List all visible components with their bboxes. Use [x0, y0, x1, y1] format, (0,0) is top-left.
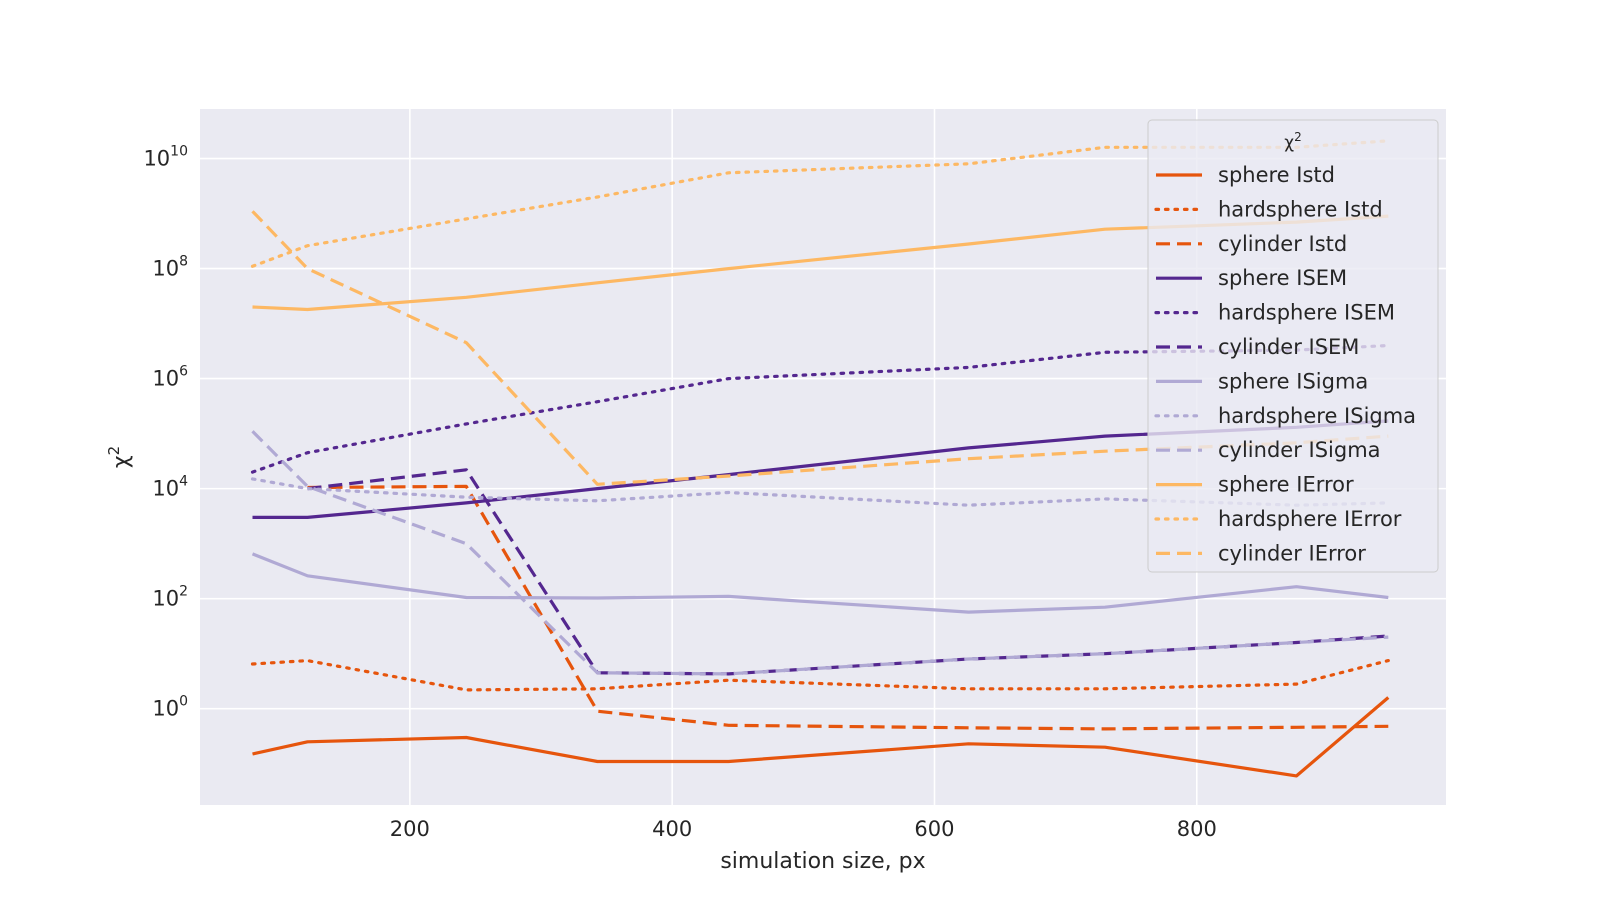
legend-title-base: χ: [1284, 133, 1294, 153]
legend-label: sphere ISigma: [1218, 369, 1368, 393]
y-tick-label: 108: [152, 254, 188, 281]
legend-items: sphere Istd hardsphere Istd cylinder Istd s…: [1154, 163, 1416, 565]
y-tick-base: 10: [143, 147, 170, 171]
y-tick-exponent: 2: [179, 584, 188, 600]
legend-label: hardsphere Istd: [1218, 197, 1383, 221]
y-tick-exponent: 0: [179, 694, 188, 710]
legend-item: hardsphere Istd: [1154, 197, 1383, 221]
y-tick-base: 10: [152, 257, 179, 281]
y-tick-label: 106: [152, 364, 188, 391]
legend-label: cylinder Istd: [1218, 232, 1347, 256]
legend-item: sphere ISEM: [1156, 266, 1347, 290]
legend-box: [1147, 119, 1439, 573]
x-tick-label: 600: [914, 817, 954, 841]
x-axis-label: simulation size, px: [720, 849, 925, 874]
legend-label: hardsphere ISigma: [1218, 404, 1416, 428]
y-tick-base: 10: [152, 477, 179, 501]
legend-label: hardsphere IError: [1218, 507, 1402, 531]
y-tick-exponent: 6: [179, 364, 188, 380]
legend-item: cylinder ISEM: [1156, 335, 1359, 359]
y-tick-base: 10: [152, 697, 179, 721]
legend-label: cylinder IError: [1218, 541, 1366, 565]
y-tick-label: 102: [152, 584, 188, 611]
legend-item: cylinder IError: [1156, 541, 1366, 565]
y-tick-label: 100: [152, 694, 188, 721]
legend-item: cylinder Istd: [1156, 232, 1347, 256]
y-tick-base: 10: [152, 367, 179, 391]
series-line: [251, 552, 1389, 614]
y-axis-label-exponent: 2: [105, 446, 123, 456]
y-tick-exponent: 4: [179, 474, 188, 490]
series-line: [307, 484, 1389, 731]
x-axis-ticks: 200 400 600 800: [390, 817, 1217, 841]
legend-item: hardsphere ISEM: [1154, 301, 1395, 325]
legend-label: hardsphere ISEM: [1218, 301, 1395, 325]
legend-label: sphere ISEM: [1218, 266, 1347, 290]
series-line: [252, 696, 1390, 778]
legend-item: cylinder ISigma: [1156, 438, 1381, 462]
legend-label: cylinder ISigma: [1218, 438, 1381, 462]
x-tick-label: 200: [390, 817, 430, 841]
y-tick-base: 10: [152, 587, 179, 611]
legend: χ2 sphere Istd hardsphere Istd cylinder Is…: [1147, 119, 1439, 573]
y-tick-exponent: 8: [179, 254, 188, 270]
y-axis-label: χ2: [105, 446, 134, 468]
x-tick-label: 400: [652, 817, 692, 841]
x-tick-label: 800: [1177, 817, 1217, 841]
y-axis-label-base: χ: [109, 455, 134, 468]
legend-item: sphere IError: [1156, 473, 1354, 497]
legend-title: χ2: [1284, 130, 1301, 153]
legend-item: sphere Istd: [1156, 163, 1335, 187]
legend-title-exponent: 2: [1294, 130, 1302, 144]
legend-item: sphere ISigma: [1156, 369, 1368, 393]
legend-label: sphere Istd: [1218, 163, 1335, 187]
series-line: [251, 430, 1389, 676]
y-tick-exponent: 10: [170, 144, 188, 160]
legend-item: hardsphere ISigma: [1154, 404, 1416, 428]
legend-label: sphere IError: [1218, 473, 1354, 497]
legend-label: cylinder ISEM: [1218, 335, 1359, 359]
y-tick-label: 104: [152, 474, 188, 501]
legend-item: hardsphere IError: [1154, 507, 1402, 531]
y-tick-label: 1010: [143, 144, 188, 171]
